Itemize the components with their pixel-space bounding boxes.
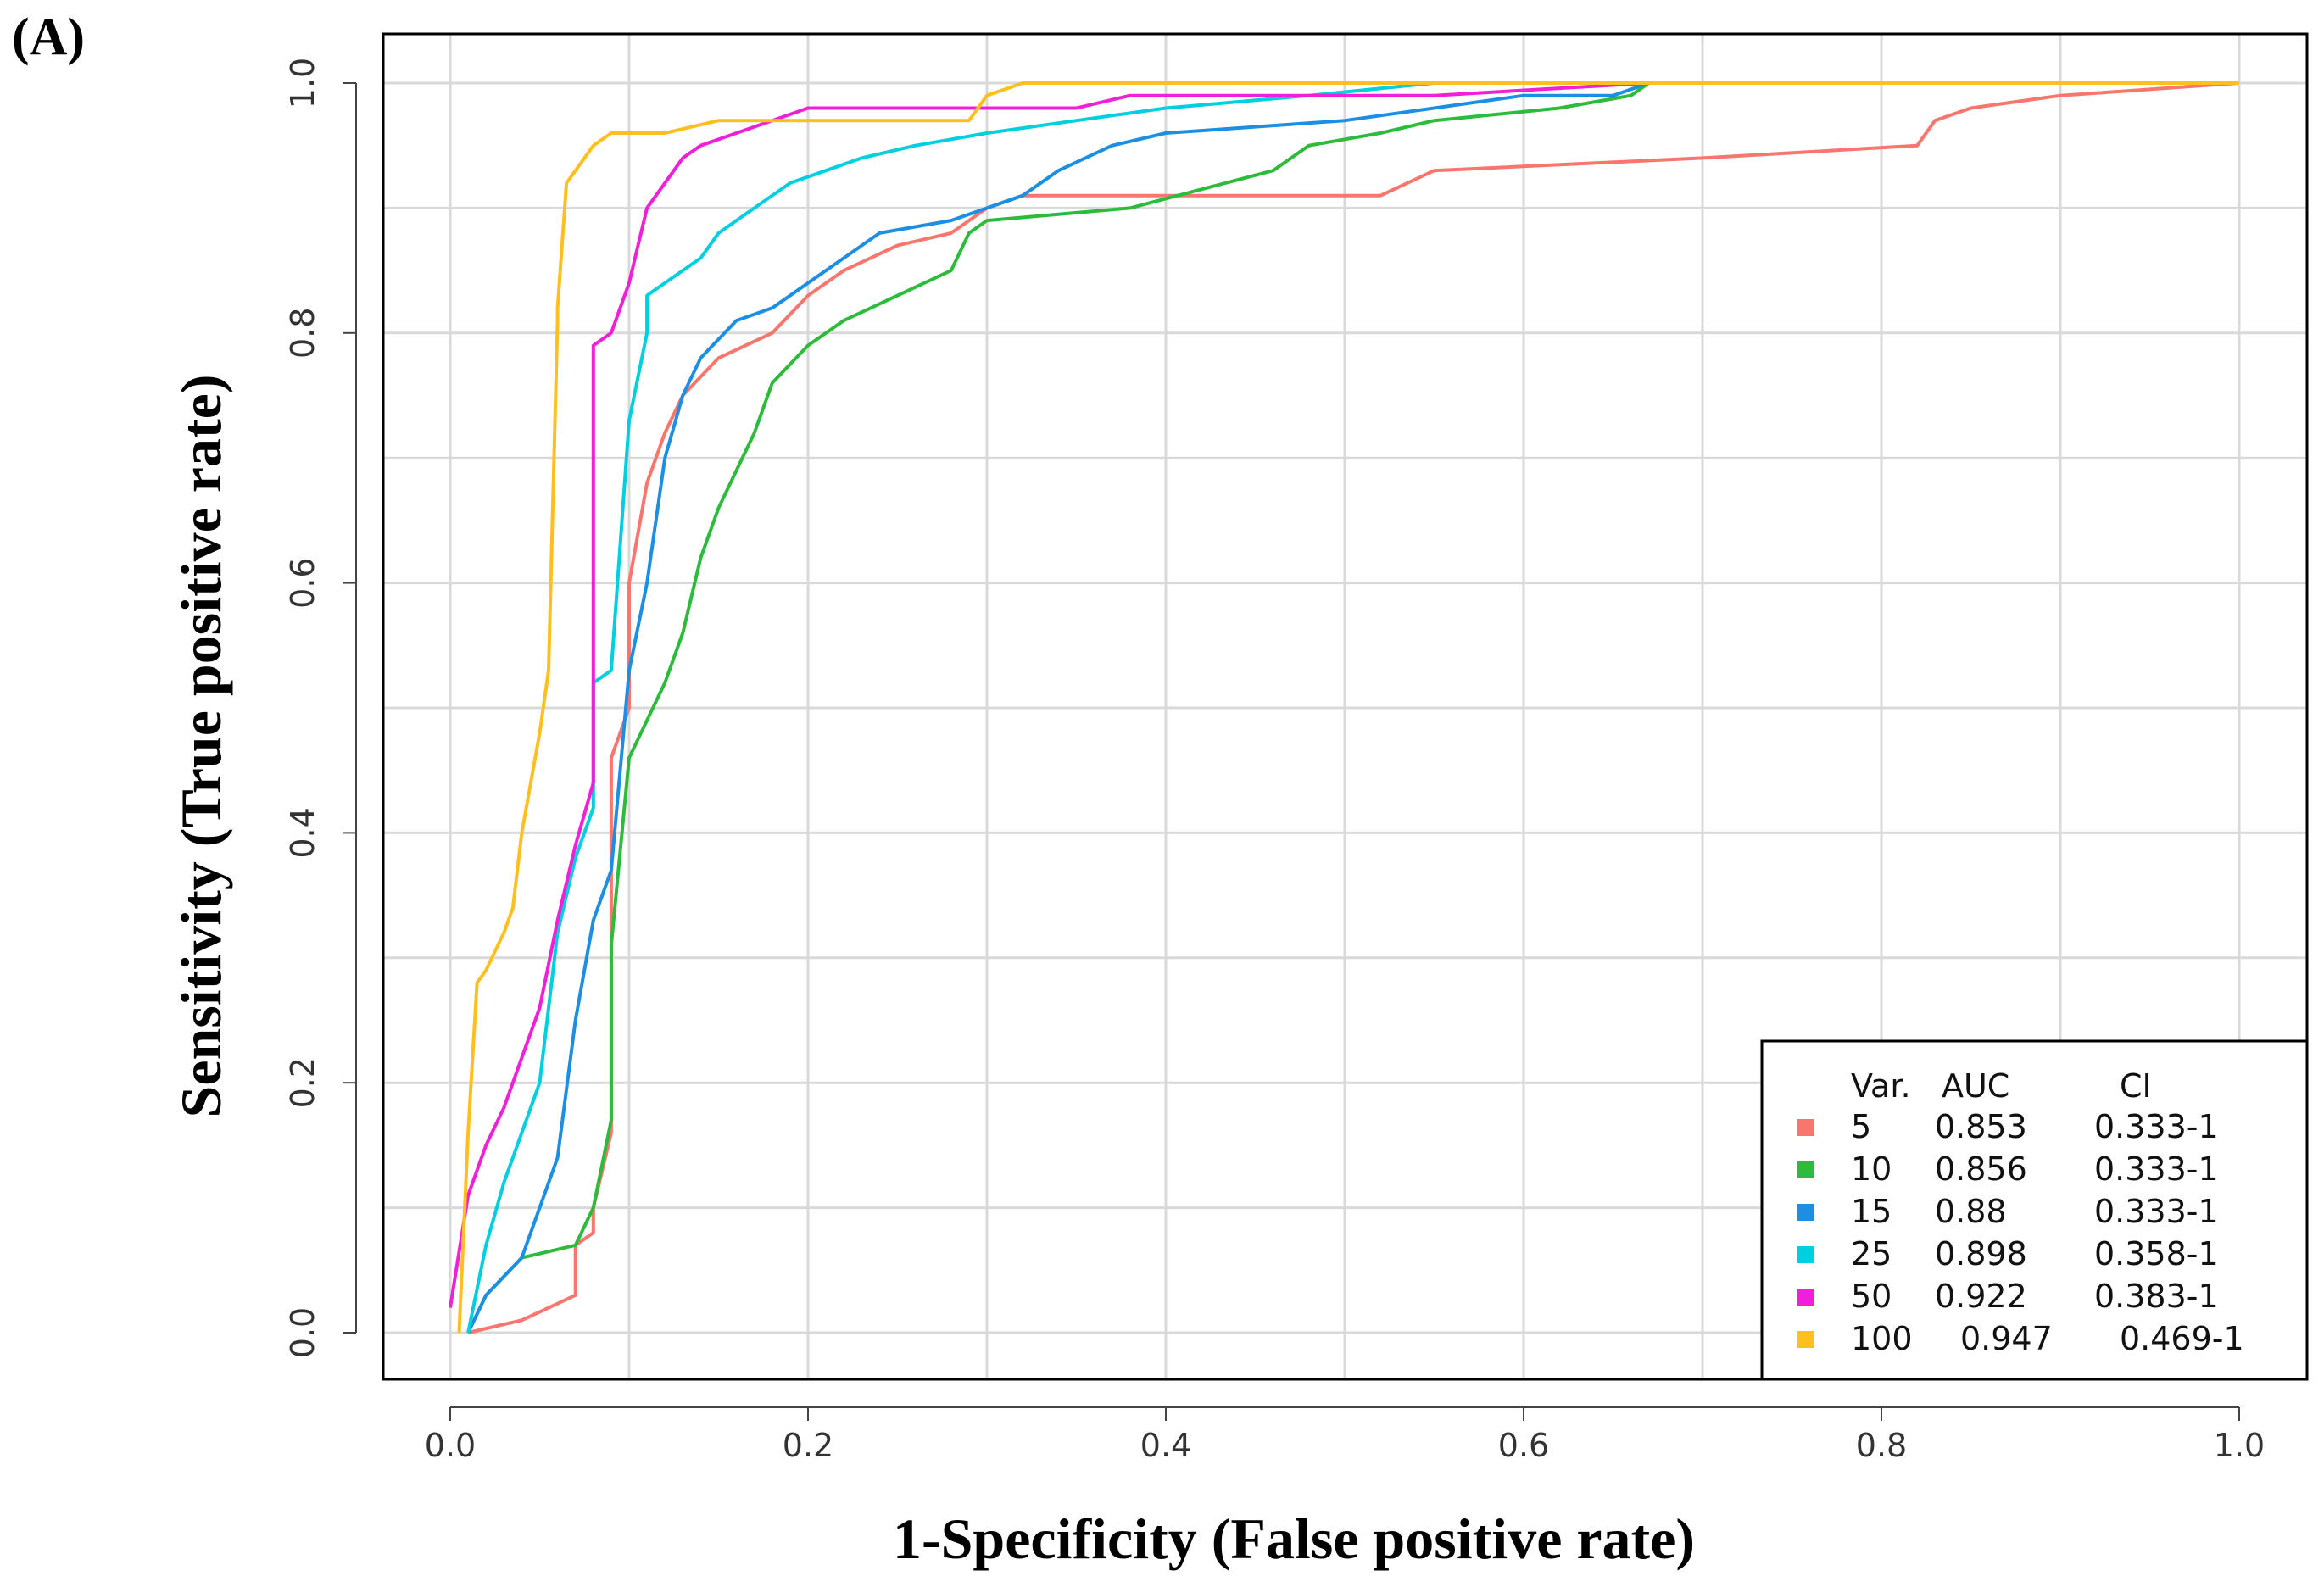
x-axis: 0.0 0.2 0.4 0.6 0.8 1.0: [425, 1406, 2265, 1464]
roc-curve-15: [466, 81, 1650, 1334]
legend-var: 25: [1851, 1235, 1892, 1272]
roc-curve-10: [466, 81, 2239, 1334]
legend-auc: 0.947: [1960, 1320, 2053, 1357]
legend-auc: 0.898: [1935, 1235, 2027, 1272]
legend-ci: 0.383-1: [2094, 1278, 2219, 1315]
legend-var: 100: [1851, 1320, 1913, 1357]
legend-auc: 0.922: [1935, 1278, 2027, 1315]
roc-curve-5: [467, 81, 2240, 1334]
roc-curves: [449, 81, 2240, 1334]
roc-curve-50: [449, 81, 2239, 1308]
panel-label: (A): [12, 8, 85, 66]
legend: Var. AUC CI 5 0.853 0.333-1 10 0.856 0.333-1 15 0.…: [1760, 1039, 2309, 1381]
legend-var: 5: [1851, 1108, 1871, 1145]
legend-var: 15: [1851, 1193, 1892, 1230]
x-tick-label: 0.0: [425, 1427, 476, 1464]
legend-auc: 0.853: [1935, 1108, 2027, 1145]
roc-curve-25: [466, 81, 2239, 1334]
roc-curve-100: [457, 81, 2239, 1334]
y-tick-label: 0.8: [284, 308, 321, 359]
plot-frame: [382, 32, 2309, 1381]
x-tick-label: 0.8: [1856, 1427, 1907, 1464]
x-tick-label: 0.2: [783, 1427, 833, 1464]
y-tick-label: 0.2: [284, 1057, 321, 1108]
y-axis-title: Sensitivity (True positive rate): [169, 375, 233, 1118]
y-tick-label: 1.0: [284, 58, 321, 109]
legend-header: Var.: [1851, 1067, 1911, 1105]
legend-swatch-5: [1797, 1119, 1814, 1136]
legend-var: 50: [1851, 1278, 1892, 1315]
y-tick-label: 0.0: [284, 1307, 321, 1358]
x-tick-label: 1.0: [2214, 1427, 2265, 1464]
x-tick-label: 0.4: [1140, 1427, 1191, 1464]
legend-box: [1760, 1039, 2309, 1381]
legend-ci: 0.469-1: [2120, 1320, 2244, 1357]
legend-var: 10: [1851, 1150, 1892, 1188]
legend-swatch-25: [1797, 1246, 1814, 1263]
legend-header: CI: [2120, 1067, 2152, 1105]
legend-ci: 0.333-1: [2094, 1108, 2219, 1145]
legend-swatch-10: [1797, 1161, 1814, 1178]
y-tick-label: 0.4: [284, 807, 321, 858]
y-axis: 0.0 0.2 0.4 0.6 0.8 1.0: [284, 58, 357, 1358]
legend-ci: 0.358-1: [2094, 1235, 2219, 1272]
legend-ci: 0.333-1: [2094, 1150, 2219, 1188]
legend-header: AUC: [1942, 1067, 2009, 1105]
legend-auc: 0.856: [1935, 1150, 2027, 1188]
legend-ci: 0.333-1: [2094, 1193, 2219, 1230]
legend-swatch-50: [1797, 1289, 1814, 1306]
x-tick-label: 0.6: [1498, 1427, 1549, 1464]
x-axis-title: 1-Specificity (False positive rate): [893, 1506, 1695, 1571]
legend-auc: 0.88: [1935, 1193, 2007, 1230]
legend-swatch-100: [1797, 1331, 1814, 1348]
legend-swatch-15: [1797, 1204, 1814, 1221]
y-tick-label: 0.6: [284, 557, 321, 608]
